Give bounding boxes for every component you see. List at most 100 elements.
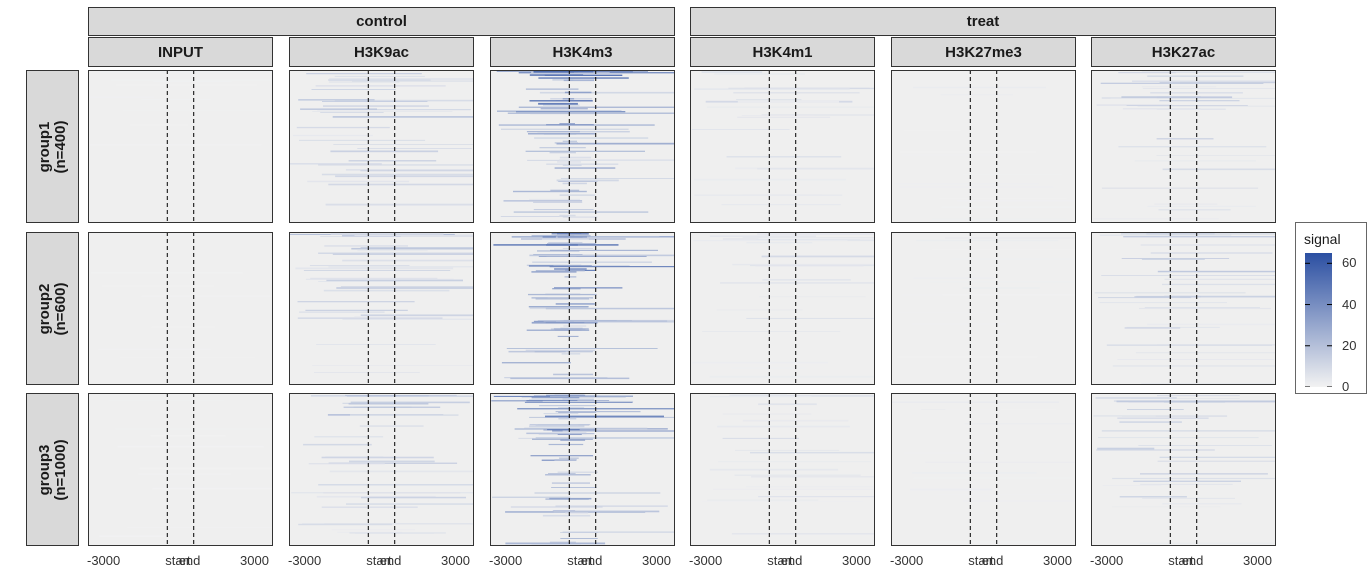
heatmap-panel xyxy=(690,393,875,546)
signal-band xyxy=(555,505,668,507)
signal-band xyxy=(303,270,451,271)
signal-band xyxy=(89,143,262,146)
signal-band xyxy=(501,128,629,130)
signal-band xyxy=(524,427,648,430)
signal-band xyxy=(335,175,474,178)
x-tick-label: end xyxy=(981,553,1004,568)
signal-band xyxy=(694,88,850,90)
heatmap-panel xyxy=(289,232,474,385)
heatmap-panel xyxy=(1091,232,1276,385)
signal-band xyxy=(320,236,401,237)
signal-band xyxy=(750,451,875,454)
panel-background xyxy=(88,232,273,385)
signal-band xyxy=(555,411,641,413)
signal-band xyxy=(556,142,675,145)
signal-band xyxy=(913,86,1046,89)
signal-band xyxy=(351,247,474,250)
signal-band xyxy=(932,218,1067,220)
signal-band xyxy=(554,235,591,237)
signal-band xyxy=(913,277,995,279)
signal-band xyxy=(561,178,675,179)
signal-band xyxy=(545,474,591,476)
signal-band xyxy=(1141,71,1276,73)
signal-band xyxy=(757,233,875,235)
signal-band xyxy=(942,294,1076,296)
panel-border xyxy=(88,232,273,385)
panel-background xyxy=(88,393,273,546)
signal-band xyxy=(538,434,575,435)
heatmap-panel-canvas xyxy=(289,70,474,223)
panel-border xyxy=(289,393,474,546)
signal-band xyxy=(500,216,568,217)
signal-band xyxy=(303,443,372,446)
signal-band xyxy=(1100,82,1264,84)
signal-band xyxy=(720,282,875,284)
signal-band xyxy=(542,400,634,402)
signal-band xyxy=(929,281,1076,283)
signal-band xyxy=(1097,447,1155,450)
signal-band xyxy=(759,296,866,298)
signal-band xyxy=(531,397,580,399)
signal-band xyxy=(491,400,610,402)
row-strip-group3: group3 (n=1000) xyxy=(26,393,79,546)
signal-band xyxy=(758,403,817,406)
signal-band xyxy=(334,99,474,102)
heatmap-panel-canvas xyxy=(88,393,273,546)
signal-band xyxy=(532,261,652,263)
legend-gradient xyxy=(1305,253,1332,388)
signal-band xyxy=(1117,359,1274,360)
signal-band xyxy=(1140,483,1233,485)
signal-band xyxy=(343,406,441,408)
signal-band xyxy=(701,71,763,73)
signal-band xyxy=(562,182,587,185)
signal-band xyxy=(746,317,875,319)
signal-band xyxy=(550,189,580,192)
signal-band xyxy=(550,249,658,251)
signal-band xyxy=(328,79,431,81)
signal-band xyxy=(951,258,1076,260)
signal-band xyxy=(710,396,812,398)
signal-band xyxy=(345,169,474,171)
panel-border xyxy=(1091,232,1276,385)
heatmap-panel-canvas xyxy=(690,70,875,223)
signal-band xyxy=(309,265,410,267)
signal-band xyxy=(735,449,840,451)
panel-border xyxy=(88,393,273,546)
x-tick-label: -3000 xyxy=(689,553,723,568)
signal-band xyxy=(528,133,596,135)
signal-band xyxy=(559,123,575,125)
signal-band xyxy=(1159,100,1240,102)
signal-band xyxy=(896,356,1038,358)
panel-border xyxy=(1091,70,1276,223)
signal-band xyxy=(323,105,429,107)
heatmap-panel-canvas xyxy=(289,232,474,385)
signal-band xyxy=(1138,445,1272,446)
signal-band xyxy=(342,259,474,262)
column-strip-H3K4m3: H3K4m3 xyxy=(490,37,675,67)
signal-band xyxy=(357,250,428,252)
signal-band xyxy=(315,85,446,87)
signal-band xyxy=(904,452,985,454)
heatmap-panel-canvas xyxy=(891,70,1076,223)
signal-band xyxy=(759,395,875,397)
signal-band xyxy=(314,372,420,373)
signal-band xyxy=(305,278,454,280)
signal-band xyxy=(510,506,603,508)
signal-band xyxy=(312,365,474,366)
signal-band xyxy=(722,413,812,415)
signal-band xyxy=(116,84,258,86)
signal-band xyxy=(529,254,675,257)
legend-gradient-fill xyxy=(1305,253,1332,387)
signal-band xyxy=(549,152,576,154)
signal-band xyxy=(503,200,583,202)
heatmap-panel xyxy=(289,393,474,546)
signal-band xyxy=(546,255,577,257)
signal-band xyxy=(555,236,675,238)
signal-band xyxy=(716,309,803,311)
signal-band xyxy=(354,316,474,317)
signal-band xyxy=(939,197,1067,199)
signal-band xyxy=(552,510,576,511)
signal-band xyxy=(310,395,429,397)
panel-border xyxy=(891,232,1076,385)
